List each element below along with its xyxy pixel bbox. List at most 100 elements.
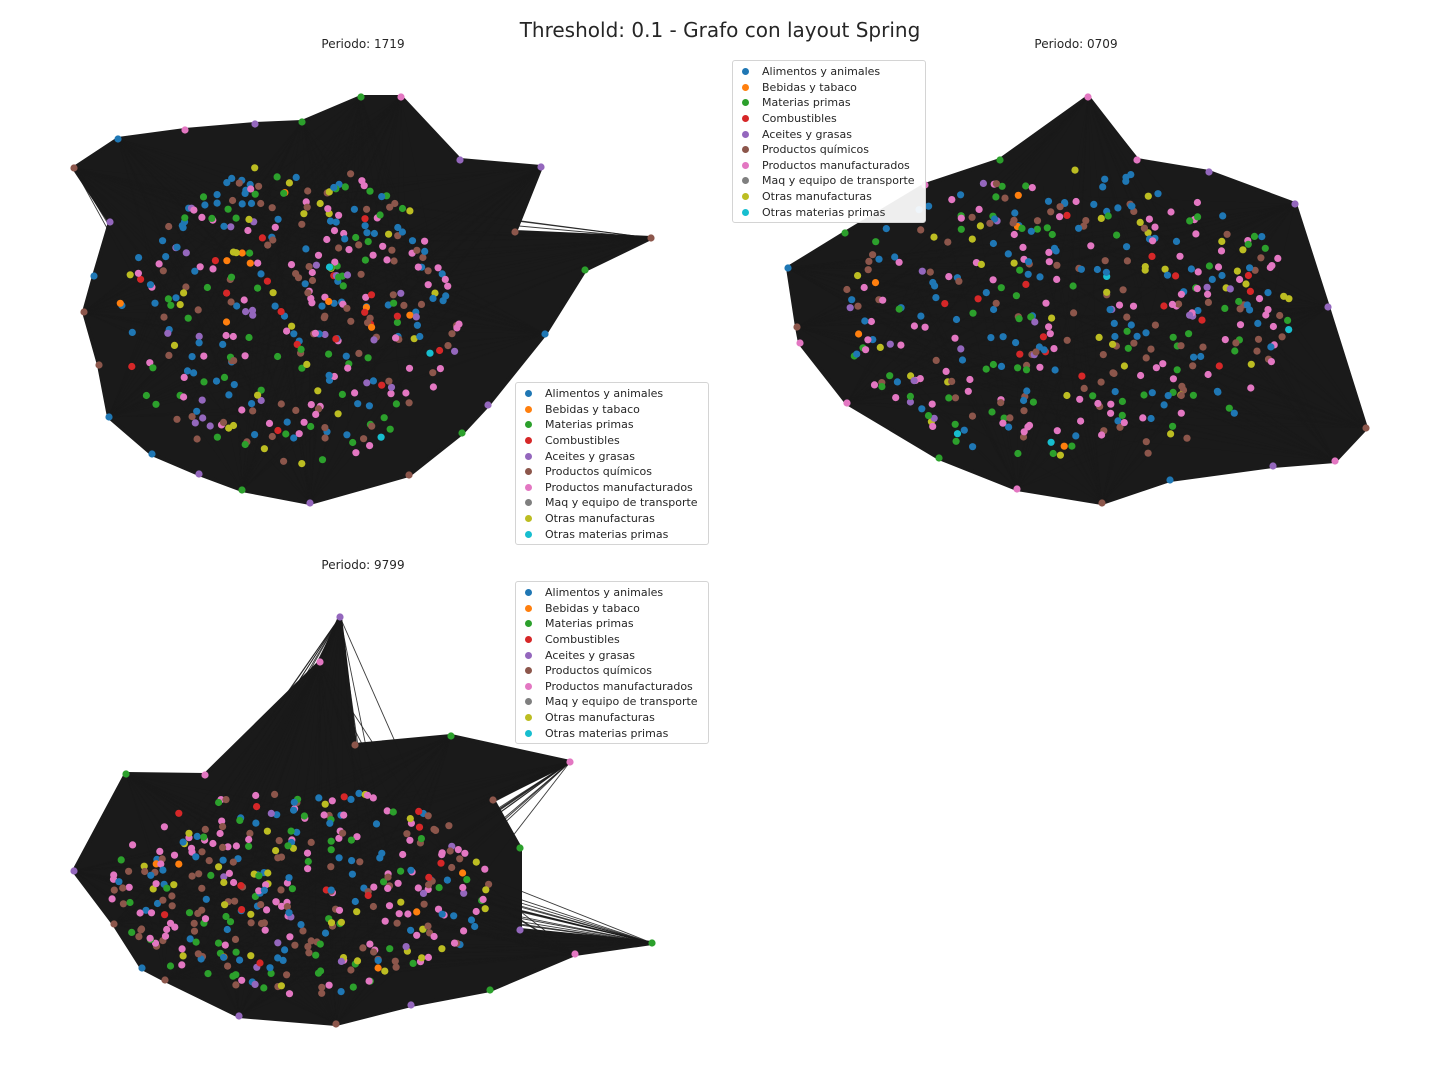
graph-node bbox=[1276, 311, 1284, 320]
graph-node bbox=[230, 381, 238, 389]
graph-node bbox=[146, 934, 154, 942]
graph-edge bbox=[265, 847, 576, 955]
graph-node bbox=[1127, 202, 1135, 210]
graph-node bbox=[1362, 424, 1370, 432]
graph-node bbox=[392, 334, 400, 342]
graph-edge bbox=[1016, 314, 1043, 490]
graph-node bbox=[929, 422, 937, 430]
graph-node bbox=[349, 983, 357, 991]
graph-node bbox=[405, 471, 413, 479]
graph-node bbox=[424, 812, 432, 820]
graph-node bbox=[208, 214, 216, 222]
graph-edge bbox=[1182, 207, 1336, 462]
graph-node bbox=[347, 966, 355, 974]
graph-node bbox=[566, 758, 574, 766]
graph-node bbox=[957, 225, 965, 233]
graph-node bbox=[1149, 237, 1157, 245]
graph-node bbox=[415, 823, 424, 831]
graph-node bbox=[249, 407, 257, 415]
graph-node bbox=[212, 377, 221, 385]
graph-node bbox=[399, 850, 407, 859]
graph-node bbox=[1011, 209, 1019, 217]
graph-node bbox=[1236, 321, 1245, 329]
graph-node bbox=[446, 847, 454, 855]
graph-node bbox=[1040, 346, 1048, 354]
graph-edge bbox=[1016, 207, 1125, 490]
graph-node bbox=[312, 951, 320, 959]
graph-node bbox=[164, 329, 172, 337]
graph-edge bbox=[796, 236, 1041, 328]
graph-node bbox=[1033, 217, 1042, 225]
graph-node bbox=[223, 257, 231, 265]
graph-node bbox=[1324, 303, 1332, 311]
graph-node bbox=[1089, 392, 1097, 400]
graph-edge bbox=[319, 661, 361, 923]
graph-node bbox=[886, 372, 894, 380]
graph-node bbox=[945, 394, 953, 402]
graph-node bbox=[195, 339, 203, 347]
graph-node bbox=[321, 800, 329, 808]
graph-node bbox=[274, 215, 282, 223]
legend-marker bbox=[525, 515, 532, 523]
graph-edge bbox=[423, 237, 652, 287]
graph-node bbox=[343, 271, 352, 279]
graph-node bbox=[283, 971, 291, 979]
graph-node bbox=[163, 884, 171, 892]
graph-node bbox=[232, 981, 240, 989]
graph-node bbox=[485, 880, 493, 888]
graph-edge bbox=[108, 343, 247, 418]
graph-node bbox=[178, 945, 186, 953]
graph-node bbox=[360, 435, 368, 443]
graph-node bbox=[841, 229, 849, 237]
graph-node bbox=[229, 858, 237, 866]
graph-node bbox=[213, 191, 221, 199]
graph-node bbox=[251, 431, 259, 439]
graph-node bbox=[272, 847, 280, 855]
graph-node bbox=[430, 825, 438, 833]
graph-node bbox=[1205, 262, 1213, 270]
graph-edge bbox=[796, 290, 1025, 328]
graph-edge bbox=[287, 937, 576, 955]
graph-node bbox=[115, 878, 123, 886]
graph-edge bbox=[1085, 236, 1367, 429]
graph-node bbox=[879, 296, 887, 304]
graph-node bbox=[1048, 314, 1056, 322]
graph-edge bbox=[241, 442, 288, 491]
graph-node bbox=[1214, 388, 1222, 396]
graph-edge bbox=[1087, 96, 1154, 343]
graph-node bbox=[897, 341, 905, 349]
graph-node bbox=[335, 834, 343, 842]
graph-node bbox=[918, 405, 926, 413]
graph-edge bbox=[344, 96, 362, 271]
graph-node bbox=[359, 944, 367, 952]
graph-node bbox=[990, 305, 998, 314]
graph-node bbox=[1104, 212, 1112, 220]
graph-node bbox=[186, 935, 194, 943]
legend-periodo-0709: Alimentos y animales Bebidas y tabaco Mate… bbox=[732, 60, 926, 223]
graph-edge bbox=[315, 953, 576, 976]
graph-edge bbox=[238, 916, 372, 1017]
graph-node bbox=[926, 268, 934, 276]
graph-node bbox=[871, 279, 880, 287]
graph-node bbox=[1243, 301, 1251, 309]
graph-node bbox=[283, 418, 291, 426]
graph-node bbox=[992, 180, 1001, 188]
graph-node bbox=[1101, 175, 1109, 183]
graph-edge bbox=[268, 661, 321, 807]
legend-item: Materias primas bbox=[742, 95, 919, 111]
graph-node bbox=[213, 199, 221, 207]
graph-edge bbox=[227, 245, 243, 491]
graph-node bbox=[931, 282, 939, 290]
graph-node bbox=[251, 120, 259, 128]
graph-edge bbox=[164, 909, 320, 981]
graph-edge bbox=[331, 956, 337, 1025]
graph-edge bbox=[1016, 395, 1113, 490]
graph-node bbox=[1001, 194, 1009, 202]
graph-node bbox=[982, 289, 990, 297]
graph-node bbox=[236, 816, 244, 825]
graph-node bbox=[1116, 423, 1124, 431]
graph-node bbox=[110, 886, 118, 894]
graph-node bbox=[407, 866, 415, 874]
graph-edge bbox=[295, 879, 576, 955]
graph-node bbox=[424, 281, 432, 289]
